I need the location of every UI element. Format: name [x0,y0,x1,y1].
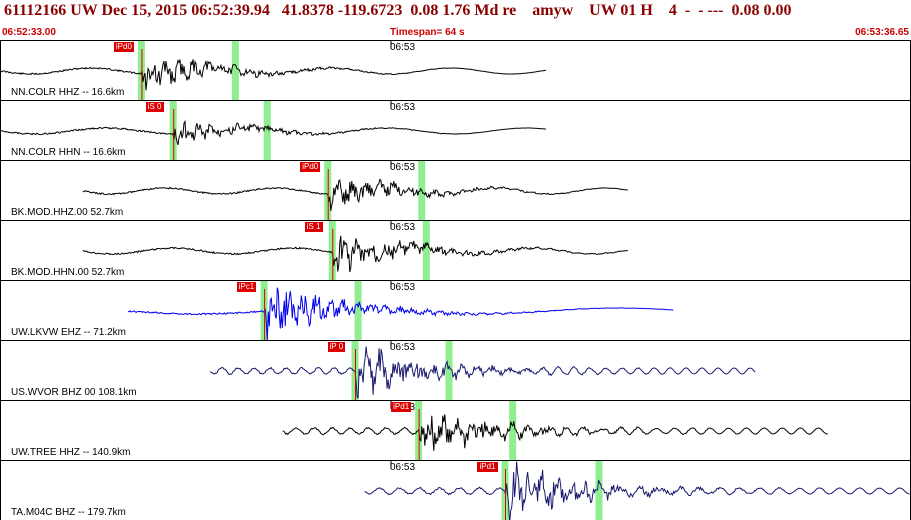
waveform-trace [282,414,828,451]
pick-window-marker [595,461,603,520]
waveform-trace [1,119,547,146]
trace-panel[interactable]: 06:53 iS 1 BK.MOD.HHN.00 52.7km [0,220,911,280]
station-label: US.WVOR BHZ 00 108.1km [11,387,137,398]
timespan-label: Timespan= 64 s [390,27,465,38]
waveform-svg [1,101,547,160]
trace-panel[interactable]: 06:53 iS 0 NN.COLR HHN -- 16.6km [0,100,911,160]
trace-panel[interactable]: 06:53 iPd0 BK.MOD.HHZ.00 52.7km [0,160,911,220]
minute-tick-label: 06:53 [390,282,416,293]
minute-tick-label: 06:53 [390,162,416,173]
phase-pick-label[interactable]: iPd0 [113,42,134,52]
station-label: UW.LKVW EHZ -- 71.2km [11,327,127,338]
waveform-trace [1,59,547,91]
waveform-trace [82,178,628,211]
trace-panel[interactable]: 06:53 iP 0 US.WVOR BHZ 00 108.1km [0,340,911,400]
station-label: UW.TREE HHZ -- 140.9km [11,447,131,458]
trace-panel[interactable]: 06:53 iPc1 UW.LKVW EHZ -- 71.2km [0,280,911,340]
trace-panel[interactable]: 06:53 iPd0 NN.COLR HHZ -- 16.6km [0,40,911,100]
minute-tick-label: 06:53 [390,42,416,53]
end-time-label: 06:53:36.65 [855,27,909,38]
phase-pick-label[interactable]: iPc1 [236,282,257,292]
phase-pick-label[interactable]: iS 0 [145,102,164,112]
phase-pick-label[interactable]: iP 0 [327,342,346,352]
minute-tick-label: 06:53 [390,462,416,473]
pick-window-marker [354,281,362,340]
waveform-svg [127,281,674,340]
station-label: BK.MOD.HHZ.00 52.7km [11,207,124,218]
pick-window-marker [509,401,517,460]
station-label: NN.COLR HHZ -- 16.6km [11,87,125,98]
waveform-svg [82,161,628,220]
start-time-label: 06:52:33.00 [2,27,56,38]
trace-panel[interactable]: 06:53 iPd1 TA.M04C BHZ -- 179.7km [0,460,911,520]
minute-tick-label: 06:53 [390,342,416,353]
minute-tick-label: 06:53 [390,222,416,233]
event-title: 61112166 UW Dec 15, 2015 06:52:39.94 41.… [4,2,792,19]
phase-pick-label[interactable]: iPd1 [477,462,498,472]
station-label: BK.MOD.HHN.00 52.7km [11,267,125,278]
station-label: TA.M04C BHZ -- 179.7km [11,507,126,518]
pick-window-marker [422,221,430,280]
waveform-svg [1,41,547,100]
trace-panel[interactable]: 06:53iPd1UW.TREE HHZ -- 140.9km [0,400,911,460]
pick-window-marker [231,41,239,100]
waveform-svg [82,221,628,280]
minute-tick-label: 06:53 [390,102,416,113]
waveform-svg [282,401,828,460]
station-label: NN.COLR HHN -- 16.6km [11,147,126,158]
waveform-trace [364,461,910,520]
pick-window-marker [263,101,271,160]
phase-pick-label[interactable]: iPd0 [300,162,321,172]
waveform-trace [127,287,674,340]
event-header: 61112166 UW Dec 15, 2015 06:52:39.94 41.… [0,0,911,40]
phase-pick-label[interactable]: iPd1 [391,402,412,412]
waveform-trace [209,346,756,399]
waveform-svg [364,461,910,520]
pick-window-marker [445,341,453,400]
phase-pick-label[interactable]: iS 1 [304,222,323,232]
waveform-trace [82,235,628,273]
waveform-svg [209,341,756,400]
waveform-panels: 06:53 iPd0 NN.COLR HHZ -- 16.6km 06:53 iS 0 N… [0,40,911,520]
